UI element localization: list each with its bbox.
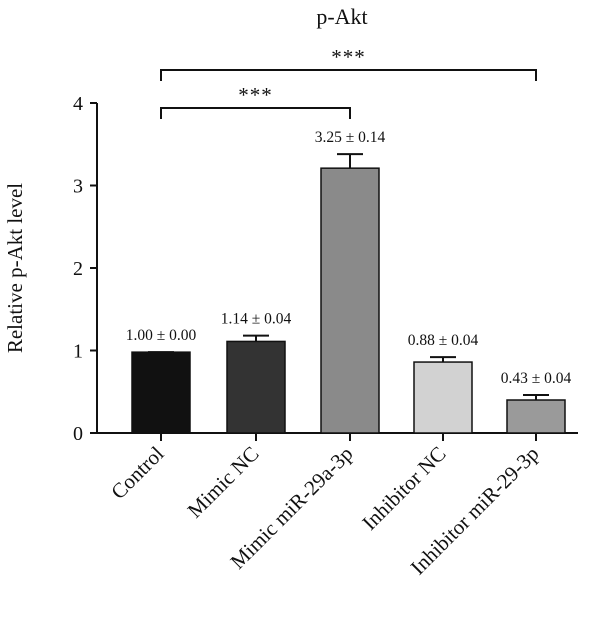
bar [131, 351, 191, 434]
data-label: 0.43 ± 0.04 [501, 370, 572, 387]
y-tick-label: 3 [73, 176, 83, 198]
significance-brackets: *** *** [160, 45, 537, 119]
y-tick-label: 4 [73, 93, 83, 115]
significance-label: *** [238, 83, 273, 107]
bar [320, 167, 380, 434]
data-label: 3.25 ± 0.14 [315, 129, 386, 146]
y-axis-label: Relative p-Akt level [3, 183, 27, 353]
category-label: Mimic NC [183, 442, 264, 523]
bar [226, 340, 286, 434]
category-label: Control [106, 441, 168, 503]
data-label: 1.14 ± 0.04 [221, 311, 292, 328]
significance-bracket [160, 69, 537, 81]
chart-title: p-Akt [316, 4, 367, 29]
bar [413, 361, 473, 434]
y-tick-label: 2 [73, 258, 83, 280]
bar [506, 399, 566, 434]
data-label: 1.00 ± 0.00 [126, 327, 197, 344]
y-tick-label: 0 [73, 423, 83, 445]
category-label: Inhibitor NC [357, 442, 450, 535]
significance-bracket [160, 107, 351, 119]
data-label: 0.88 ± 0.04 [408, 332, 479, 349]
bars: 1.00 ± 0.00 1.14 ± 0.04 3.25 ± 0.14 0.88 ± … [126, 129, 572, 434]
significance-label: *** [331, 45, 366, 69]
y-tick-label: 1 [73, 341, 83, 363]
